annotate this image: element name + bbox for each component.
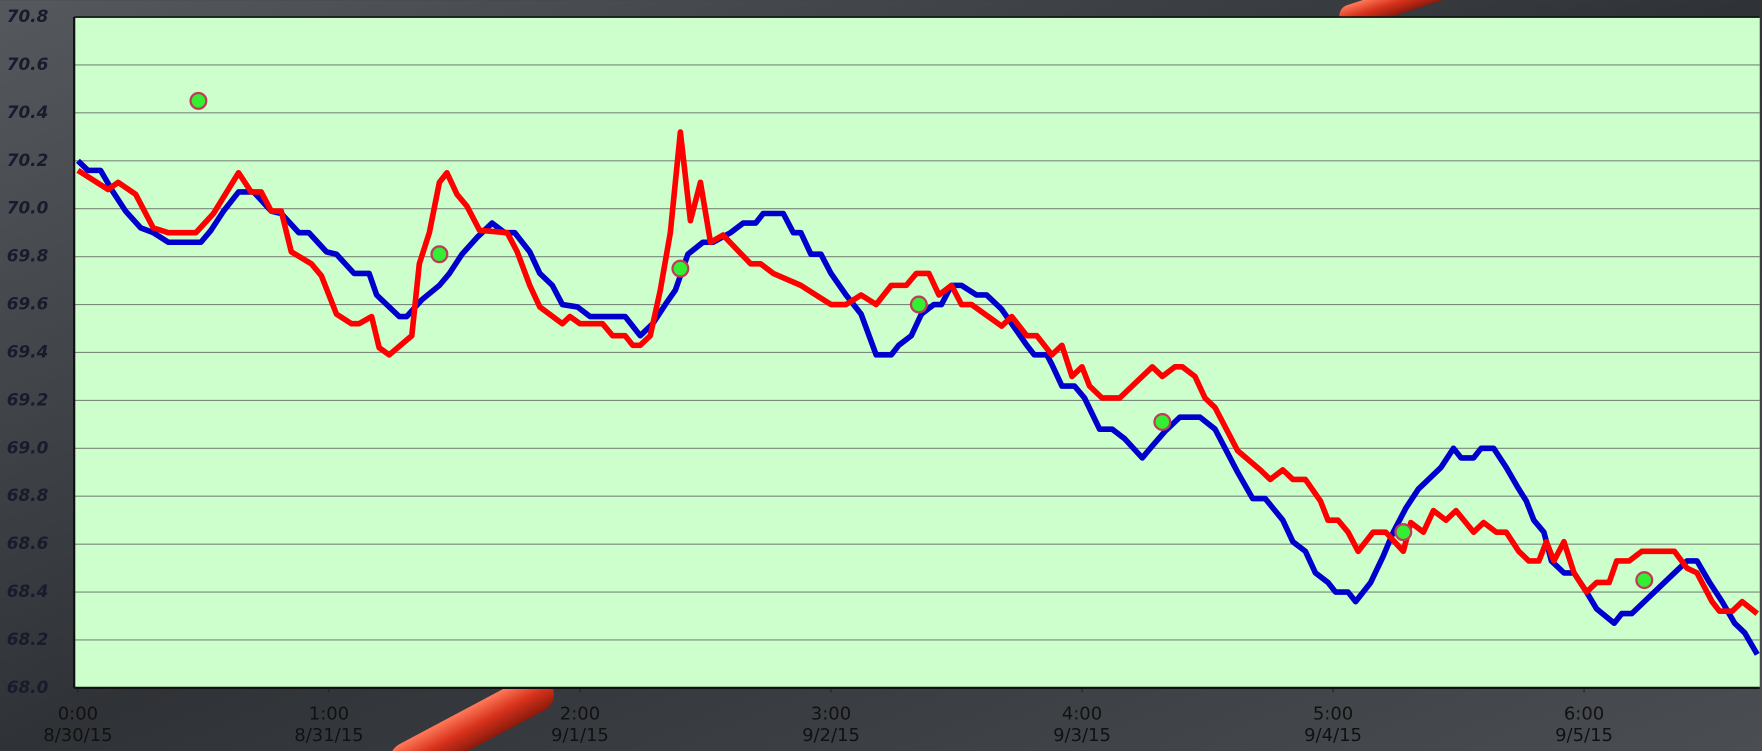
y-tick-label: 68.4 — [7, 581, 49, 601]
y-tick-label: 69.8 — [7, 246, 49, 266]
data-point — [432, 246, 448, 262]
plot-area: 68.0 68.2 68.4 68.6 68.8 69.0 69.2 69.4 69.6 69.8… — [7, 6, 1760, 746]
y-tick-label: 69.0 — [7, 437, 49, 457]
y-tick-label: 68.0 — [7, 677, 49, 697]
data-point — [191, 93, 207, 109]
y-tick-label: 70.2 — [7, 150, 49, 170]
page: {"chart_data": {"type": "line", "xlim": … — [0, 0, 1762, 751]
chart: 68.0 68.2 68.4 68.6 68.8 69.0 69.2 69.4 69.6 69.8… — [0, 0, 1762, 751]
y-tick-label: 70.8 — [7, 6, 49, 26]
y-tick-label: 70.0 — [7, 198, 49, 218]
y-tick-label: 68.6 — [7, 533, 49, 553]
y-tick-label: 70.4 — [7, 102, 49, 122]
data-point — [673, 261, 689, 277]
y-tick-label: 70.6 — [7, 54, 49, 74]
data-point — [1154, 414, 1170, 430]
y-tick-label: 68.8 — [7, 485, 49, 505]
y-tick-label: 69.4 — [7, 341, 49, 361]
data-point — [911, 297, 927, 313]
y-tick-label: 68.2 — [7, 629, 49, 649]
data-point — [1395, 524, 1411, 540]
data-point — [1636, 572, 1652, 588]
y-tick-label: 69.2 — [7, 389, 49, 409]
y-tick-label: 69.6 — [7, 294, 49, 314]
